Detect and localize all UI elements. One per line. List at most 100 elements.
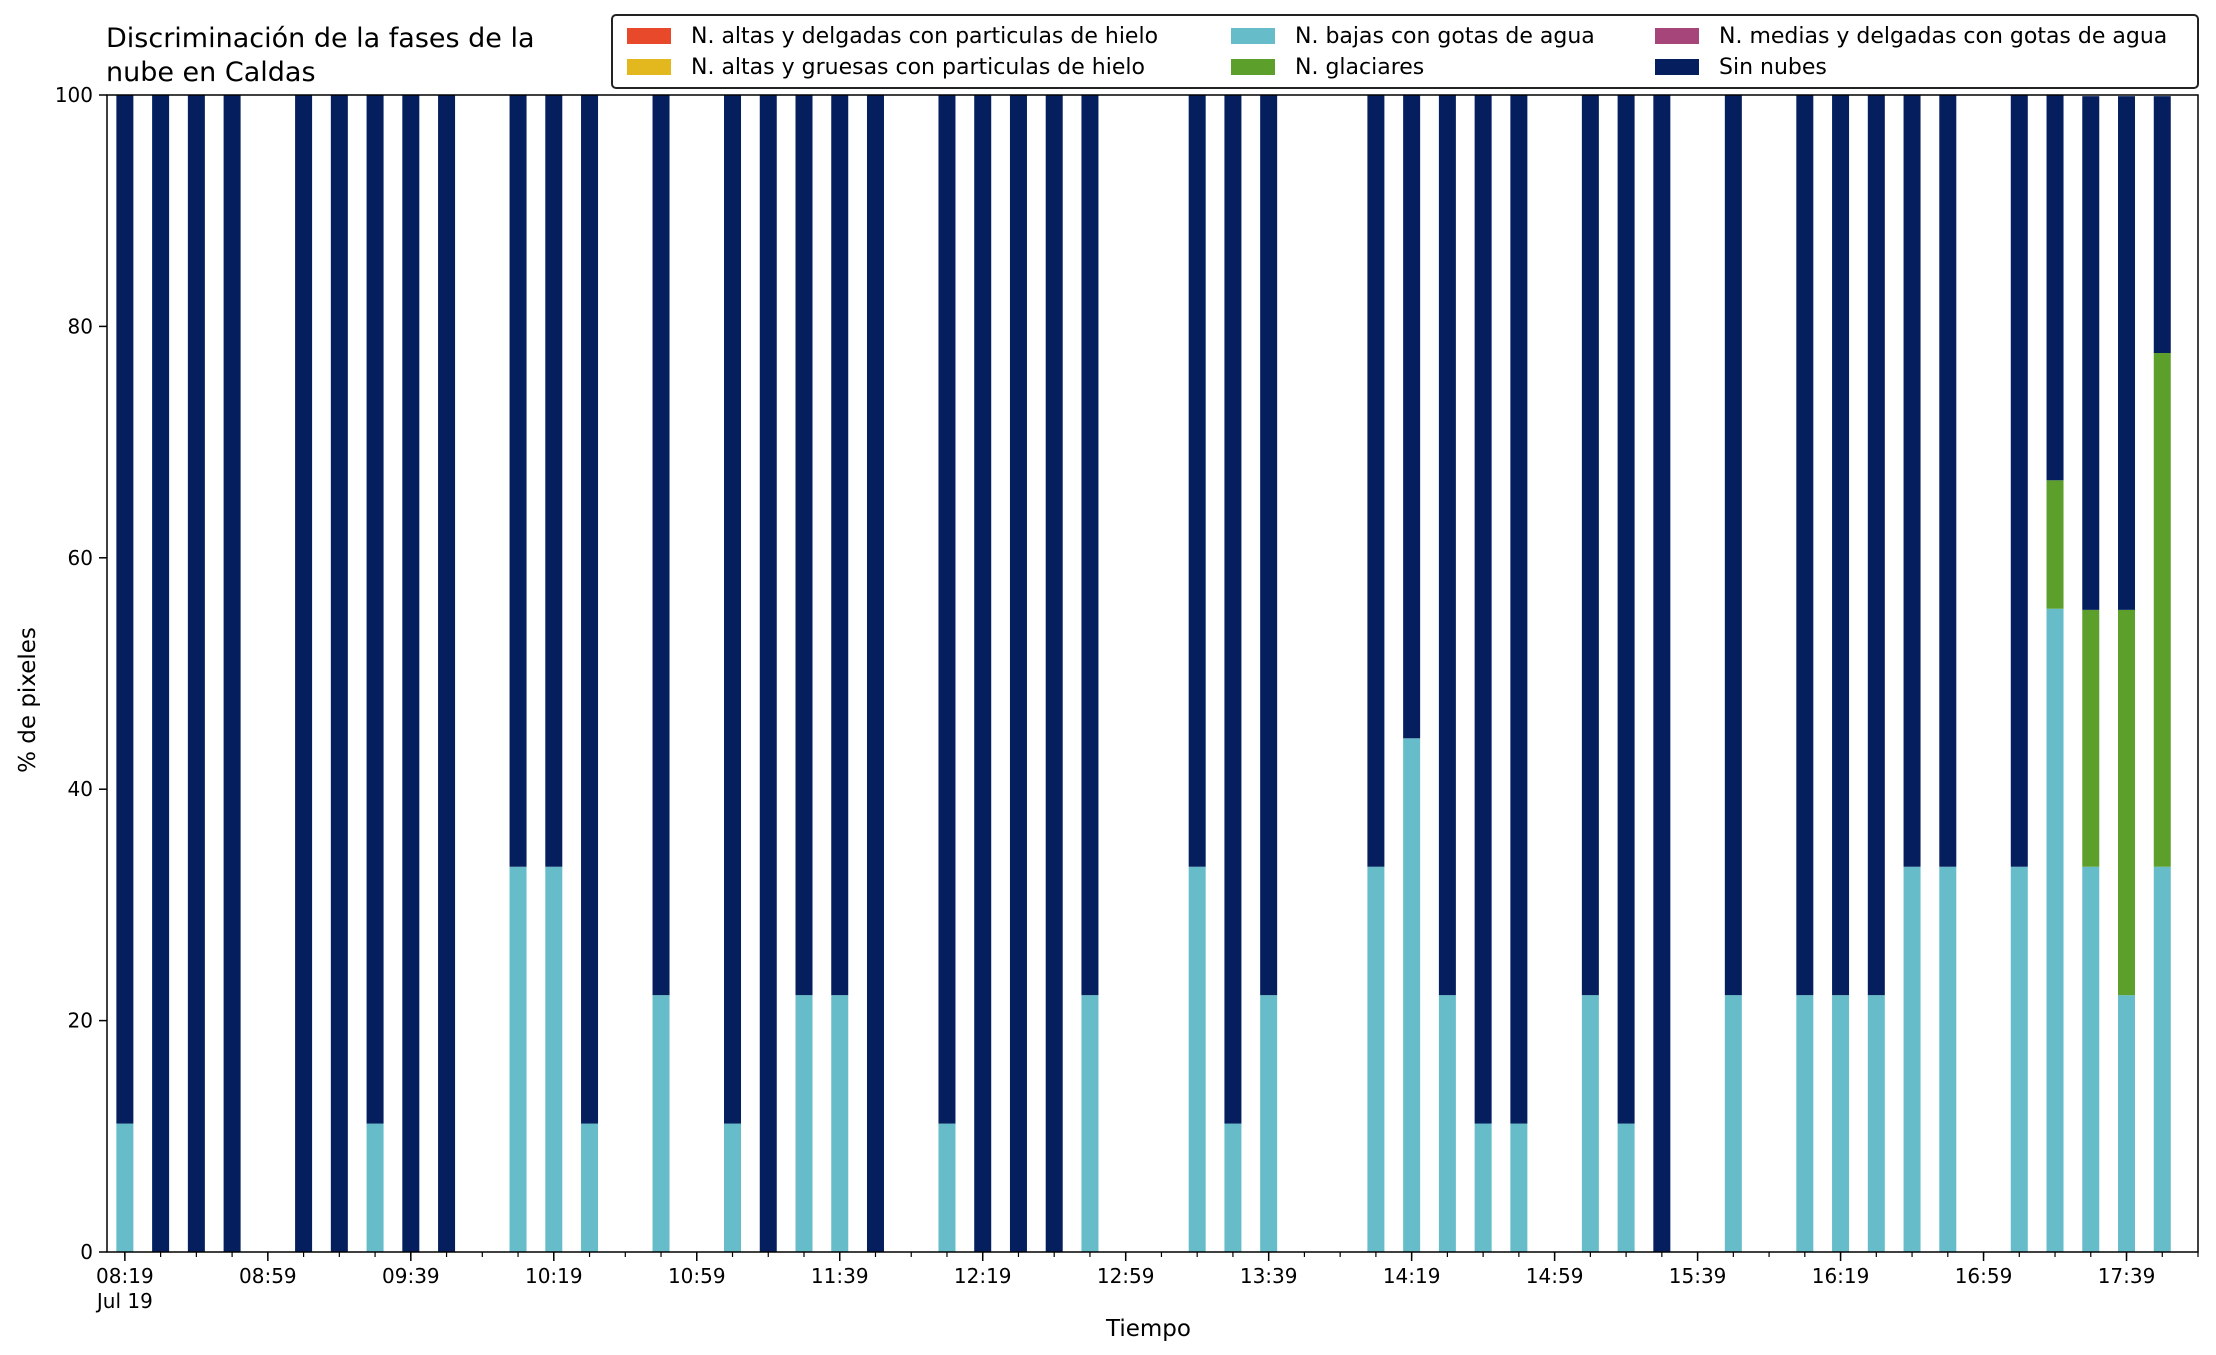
bar-sin-nubes xyxy=(402,95,420,1252)
legend-item-medias: N. medias y delgadas con gotas de agua xyxy=(1655,21,2167,51)
chart-title: Discriminación de la fases de la nube en… xyxy=(106,23,535,88)
bar-sin-nubes xyxy=(831,95,849,996)
bar-bajas xyxy=(1581,995,1599,1252)
bar-sin-nubes xyxy=(974,95,992,1252)
bar-sin-nubes xyxy=(1510,95,1528,1124)
bar-bajas xyxy=(2118,995,2136,1252)
legend-item-altas-delgadas: N. altas y delgadas con particulas de hi… xyxy=(627,21,1158,51)
bar-sin-nubes xyxy=(1188,95,1206,867)
bar-glaciares xyxy=(2118,609,2136,996)
legend-label: N. altas y gruesas con particulas de hie… xyxy=(691,54,1145,80)
bar-sin-nubes xyxy=(866,95,884,1252)
bar-bajas xyxy=(2046,608,2064,1252)
x-tick-label: 16:19 xyxy=(1812,1264,1870,1288)
bar-sin-nubes xyxy=(187,95,205,1252)
bar-glaciares xyxy=(2046,480,2064,609)
bars-layer xyxy=(116,95,2171,1252)
bar-sin-nubes xyxy=(1474,95,1492,1124)
x-tick-label: 12:59 xyxy=(1097,1264,1155,1288)
legend-label: N. glaciares xyxy=(1295,54,1425,80)
bar-sin-nubes xyxy=(438,95,456,1252)
bar-bajas xyxy=(116,1123,134,1252)
bar-bajas xyxy=(509,866,527,1252)
bar-bajas xyxy=(1438,995,1456,1252)
bar-sin-nubes xyxy=(1009,95,1027,1252)
bar-bajas xyxy=(2082,866,2100,1252)
bar-bajas xyxy=(545,866,563,1252)
y-tick-label: 60 xyxy=(68,546,93,570)
y-tick-label: 40 xyxy=(68,777,93,801)
x-tick-label: 14:59 xyxy=(1526,1264,1584,1288)
legend-swatch xyxy=(627,28,671,44)
bar-bajas xyxy=(831,995,849,1252)
bar-sin-nubes xyxy=(295,95,313,1252)
y-tick-label: 80 xyxy=(68,314,93,338)
bar-bajas xyxy=(2010,866,2028,1252)
x-tick-label: 08:19 xyxy=(96,1264,154,1288)
bar-sin-nubes xyxy=(581,95,599,1124)
y-tick-label: 20 xyxy=(68,1009,93,1033)
legend-swatch xyxy=(1231,59,1275,75)
bar-bajas xyxy=(581,1123,599,1252)
legend-item-bajas: N. bajas con gotas de agua xyxy=(1231,21,1595,51)
bar-bajas xyxy=(1832,995,1850,1252)
x-tick-label: 10:59 xyxy=(668,1264,726,1288)
legend-item-sin-nubes: Sin nubes xyxy=(1655,52,1827,82)
x-tick-sublabel: Jul 19 xyxy=(95,1289,153,1313)
bar-sin-nubes xyxy=(1224,95,1242,1124)
bar-sin-nubes xyxy=(1724,95,1742,996)
bar-sin-nubes xyxy=(795,95,813,996)
x-tick-label: 08:59 xyxy=(239,1264,297,1288)
bar-sin-nubes xyxy=(116,95,134,1124)
legend: N. altas y delgadas con particulas de hi… xyxy=(611,14,2199,89)
bar-sin-nubes xyxy=(1081,95,1099,996)
bar-sin-nubes xyxy=(509,95,527,867)
bar-bajas xyxy=(1188,866,1206,1252)
bar-bajas xyxy=(1796,995,1814,1252)
plot-frame xyxy=(106,94,2199,1253)
legend-label: Sin nubes xyxy=(1719,54,1827,80)
bar-bajas xyxy=(652,995,670,1252)
bar-sin-nubes xyxy=(1653,95,1671,1252)
bar-glaciares xyxy=(2153,353,2171,867)
x-tick-label: 15:39 xyxy=(1669,1264,1727,1288)
x-tick-label: 12:19 xyxy=(954,1264,1012,1288)
bar-bajas xyxy=(1474,1123,1492,1252)
bar-bajas xyxy=(1939,866,1957,1252)
bar-bajas xyxy=(1403,738,1421,1252)
legend-label: N. medias y delgadas con gotas de agua xyxy=(1719,23,2168,49)
legend-swatch xyxy=(1655,59,1699,75)
bar-bajas xyxy=(1867,995,1885,1252)
x-tick-label: 17:39 xyxy=(2098,1264,2156,1288)
y-axis-label: % de pixeles xyxy=(15,627,41,773)
x-tick-label: 16:59 xyxy=(1955,1264,2013,1288)
bar-bajas xyxy=(795,995,813,1252)
bar-sin-nubes xyxy=(1045,95,1063,1252)
legend-item-altas-gruesas: N. altas y gruesas con particulas de hie… xyxy=(627,52,1145,82)
bar-sin-nubes xyxy=(1260,95,1278,996)
y-tick-label: 0 xyxy=(80,1240,93,1264)
bar-sin-nubes xyxy=(1367,95,1385,867)
legend-label: N. bajas con gotas de agua xyxy=(1295,23,1595,49)
bar-sin-nubes xyxy=(330,95,348,1252)
bar-sin-nubes xyxy=(724,95,742,1124)
bar-sin-nubes xyxy=(1438,95,1456,996)
bar-bajas xyxy=(1081,995,1099,1252)
bar-sin-nubes xyxy=(1796,95,1814,996)
bar-sin-nubes xyxy=(152,95,170,1252)
bar-sin-nubes xyxy=(759,95,777,1252)
bar-sin-nubes xyxy=(652,95,670,996)
bar-bajas xyxy=(938,1123,956,1252)
bar-bajas xyxy=(1367,866,1385,1252)
legend-item-glaciares: N. glaciares xyxy=(1231,52,1424,82)
bar-sin-nubes xyxy=(938,95,956,1124)
x-tick-label: 11:39 xyxy=(811,1264,869,1288)
bar-sin-nubes xyxy=(545,95,563,867)
bar-bajas xyxy=(2153,866,2171,1252)
bar-sin-nubes xyxy=(2010,95,2028,867)
bar-sin-nubes xyxy=(2153,96,2171,354)
bar-sin-nubes xyxy=(2118,96,2136,610)
bar-sin-nubes xyxy=(366,95,384,1124)
